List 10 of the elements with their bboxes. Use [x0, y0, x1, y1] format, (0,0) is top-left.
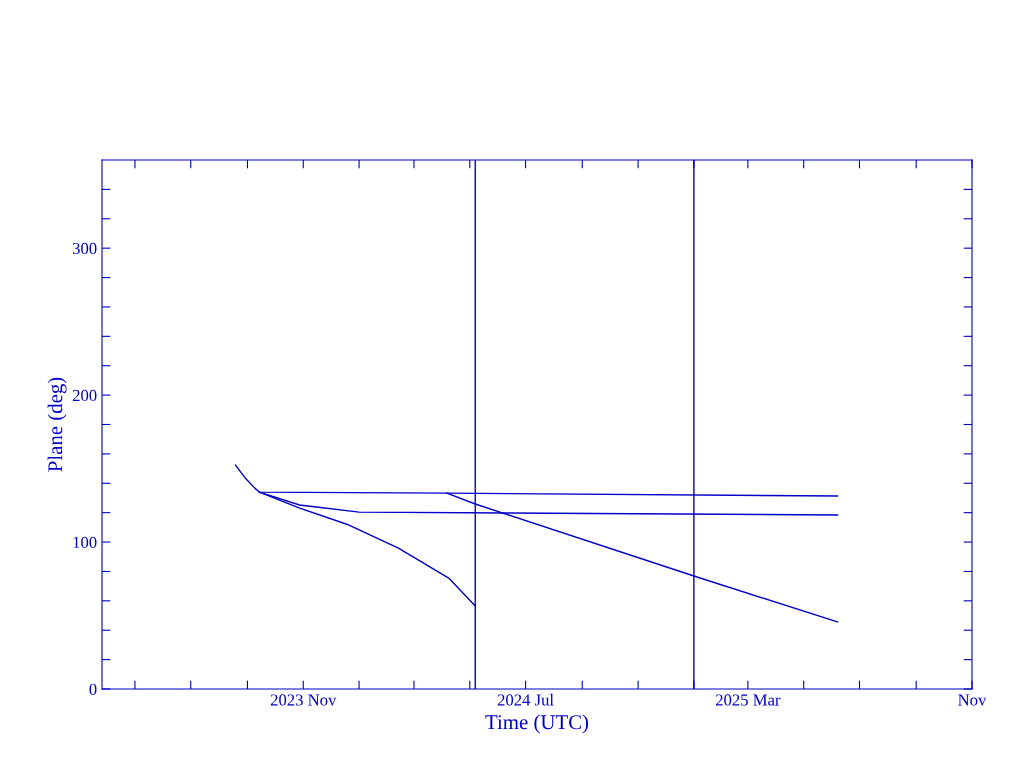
- y-tick-label: 300: [72, 242, 97, 255]
- y-axis-title: Plane (deg): [47, 377, 67, 472]
- y-tick-label: 0: [89, 683, 97, 695]
- x-axis-title: Time (UTC): [485, 714, 589, 734]
- y-tick-label: 200: [72, 389, 97, 402]
- x-tick-label: 2025 Mar: [715, 694, 781, 706]
- x-tick-label: Nov: [958, 694, 987, 706]
- x-tick-label: 2023 Nov: [270, 694, 337, 706]
- x-tick-label: 2024 Jul: [497, 693, 554, 706]
- y-tick-label: 100: [73, 536, 97, 548]
